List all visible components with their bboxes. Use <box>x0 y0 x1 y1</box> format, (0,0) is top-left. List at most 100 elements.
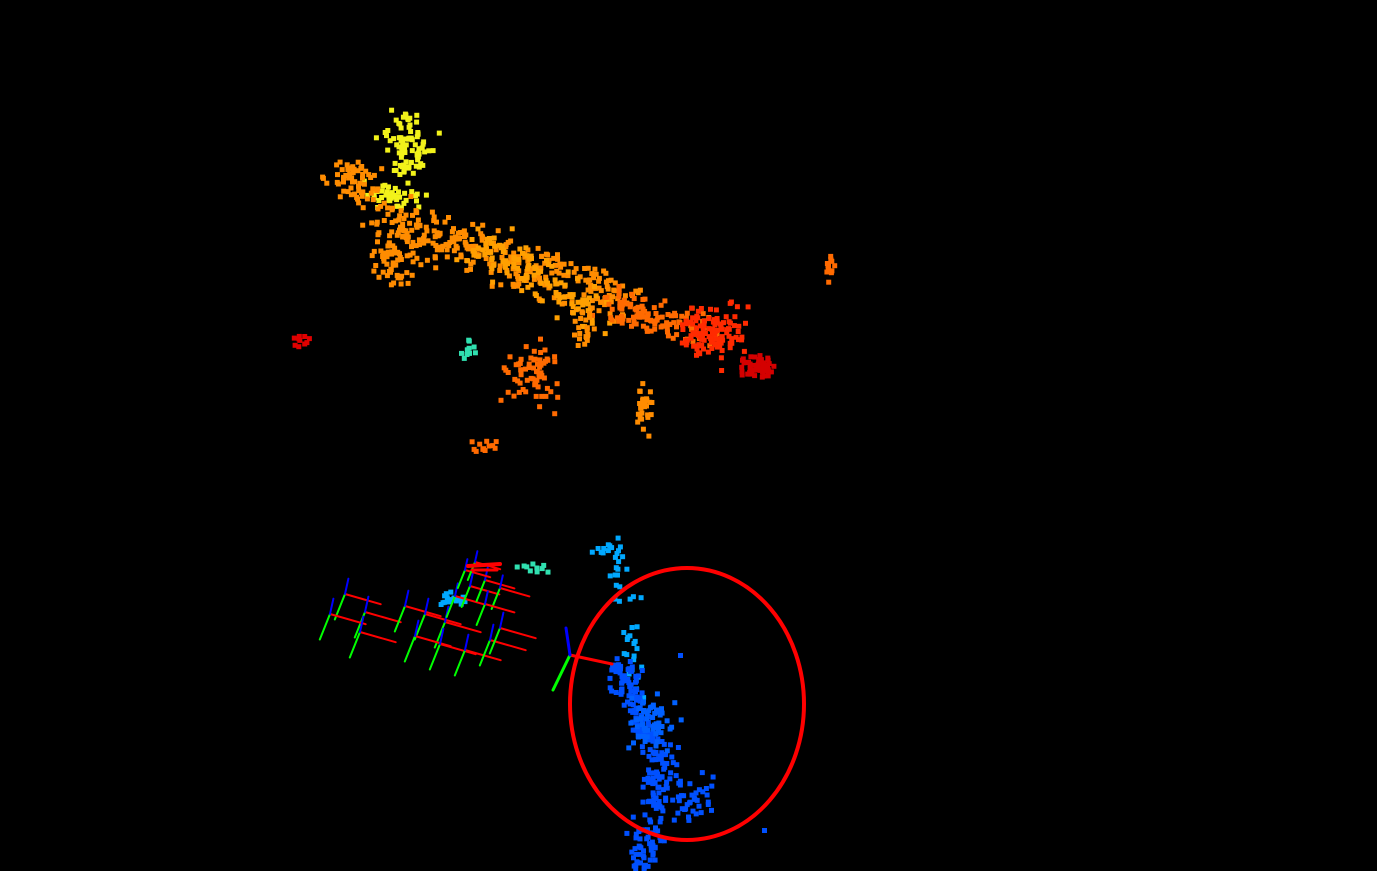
point <box>361 178 367 184</box>
point <box>660 808 666 814</box>
point <box>464 352 470 357</box>
point <box>398 208 404 214</box>
point <box>526 364 532 370</box>
point <box>444 254 450 260</box>
point <box>751 367 757 373</box>
point <box>440 243 446 249</box>
point <box>593 271 599 277</box>
point <box>486 443 492 449</box>
point <box>627 701 633 707</box>
point <box>386 269 392 274</box>
point <box>644 734 650 740</box>
point <box>408 160 414 165</box>
point <box>630 709 636 715</box>
point <box>652 710 658 716</box>
point <box>559 301 565 307</box>
point <box>497 268 503 273</box>
point <box>825 263 831 269</box>
point <box>518 356 524 362</box>
point <box>400 225 406 231</box>
point <box>706 326 712 332</box>
point <box>507 259 513 265</box>
point <box>409 244 414 250</box>
point <box>537 275 542 281</box>
point <box>375 206 381 212</box>
point <box>345 189 351 195</box>
point <box>418 262 424 268</box>
point <box>645 775 651 781</box>
point <box>624 566 630 572</box>
point <box>511 393 517 399</box>
point <box>371 248 377 254</box>
point <box>703 786 709 791</box>
point <box>637 695 643 701</box>
point <box>359 193 365 199</box>
point <box>480 222 486 228</box>
point <box>655 728 661 734</box>
point <box>397 227 402 233</box>
point <box>571 269 577 275</box>
point <box>670 335 676 341</box>
point <box>721 320 726 326</box>
point <box>624 830 630 836</box>
point <box>506 273 512 279</box>
point <box>614 667 620 673</box>
point <box>415 157 421 163</box>
point <box>386 184 391 190</box>
point <box>593 293 599 299</box>
point <box>625 634 631 640</box>
point <box>488 249 494 255</box>
point <box>832 263 838 269</box>
point <box>629 625 635 630</box>
point <box>609 667 615 673</box>
point <box>582 341 588 347</box>
point <box>621 651 627 657</box>
point <box>647 747 653 753</box>
point <box>747 370 753 376</box>
point <box>756 360 762 366</box>
point <box>409 148 415 154</box>
point <box>405 165 411 171</box>
point <box>397 194 403 200</box>
point <box>647 798 652 804</box>
axis-line <box>489 623 495 641</box>
point <box>517 360 523 366</box>
point <box>700 325 706 331</box>
point <box>607 573 613 579</box>
point <box>633 866 639 871</box>
point <box>466 345 472 351</box>
point <box>339 167 345 173</box>
point <box>705 349 711 355</box>
point <box>620 554 626 560</box>
point <box>641 776 647 782</box>
point <box>655 315 661 321</box>
point <box>701 322 707 328</box>
axis-line <box>464 633 470 651</box>
point <box>629 664 635 670</box>
point <box>659 710 665 716</box>
point <box>826 279 832 285</box>
point <box>689 792 695 798</box>
point <box>393 167 399 173</box>
point <box>659 805 665 811</box>
point <box>410 239 416 245</box>
axis-line <box>475 579 486 602</box>
point <box>709 339 715 345</box>
point <box>442 219 448 225</box>
point <box>553 262 558 268</box>
axis-line <box>464 569 492 579</box>
point <box>633 831 639 837</box>
point <box>667 742 673 748</box>
point <box>533 393 539 399</box>
point <box>693 811 699 817</box>
point <box>627 659 633 664</box>
point <box>570 310 576 316</box>
point <box>647 737 653 743</box>
axis-line <box>499 627 537 640</box>
point <box>455 597 460 603</box>
point <box>465 258 470 264</box>
point <box>664 718 670 724</box>
point <box>678 717 684 723</box>
